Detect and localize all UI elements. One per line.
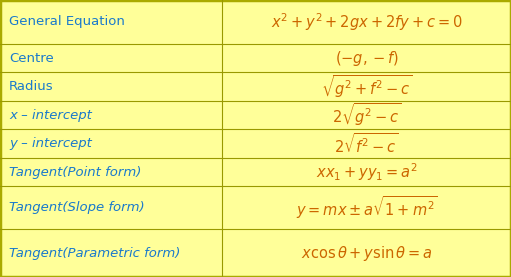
Text: Radius: Radius (9, 80, 54, 93)
Text: $x\cos\theta + y\sin\theta = a$: $x\cos\theta + y\sin\theta = a$ (301, 244, 432, 263)
Text: General Equation: General Equation (9, 16, 125, 28)
Text: $y = mx \pm a\sqrt{1+m^2}$: $y = mx \pm a\sqrt{1+m^2}$ (296, 194, 437, 221)
Text: Tangent(Slope form): Tangent(Slope form) (9, 201, 145, 214)
Text: Tangent(Point form): Tangent(Point form) (9, 166, 142, 179)
Text: $xx_1 + yy_1 = a^2$: $xx_1 + yy_1 = a^2$ (316, 161, 417, 183)
Text: $\sqrt{g^2+f^2-c}$: $\sqrt{g^2+f^2-c}$ (321, 73, 412, 100)
Text: $(-g, -f)$: $(-g, -f)$ (335, 48, 399, 68)
Text: $x^2 + y^2 + 2gx + 2fy + c = 0$: $x^2 + y^2 + 2gx + 2fy + c = 0$ (271, 11, 462, 33)
Text: x – intercept: x – intercept (9, 109, 92, 122)
Text: Tangent(Parametric form): Tangent(Parametric form) (9, 247, 180, 260)
Text: y – intercept: y – intercept (9, 137, 92, 150)
Text: $2\sqrt{f^2-c}$: $2\sqrt{f^2-c}$ (335, 132, 399, 156)
Text: $2\sqrt{g^2-c}$: $2\sqrt{g^2-c}$ (332, 102, 402, 128)
Text: Centre: Centre (9, 52, 54, 65)
